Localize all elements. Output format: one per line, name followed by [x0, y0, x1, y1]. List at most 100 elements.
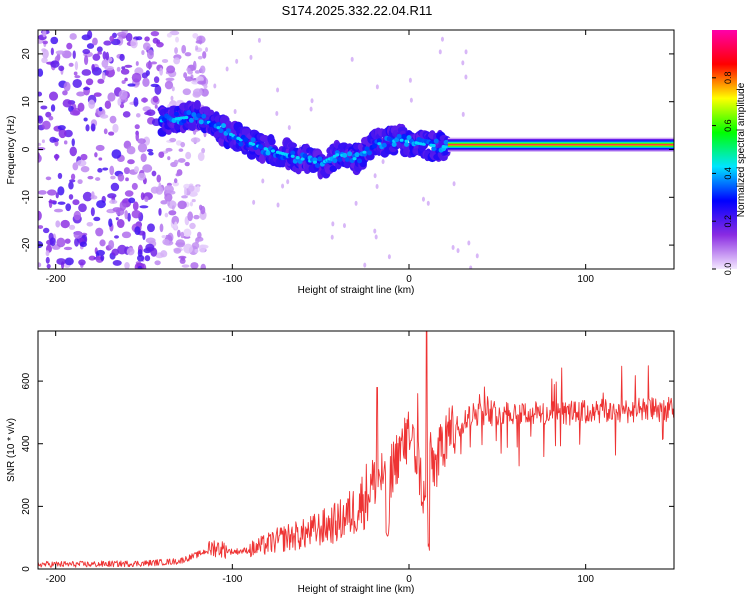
noise-blob	[181, 264, 190, 268]
noise-blob	[452, 181, 456, 187]
noise-blob	[57, 172, 63, 179]
noise-blob	[150, 186, 159, 194]
noise-blob	[191, 198, 196, 203]
noise-blob	[38, 210, 42, 221]
noise-blob	[375, 84, 379, 90]
noise-blob	[461, 111, 465, 117]
noise-blob	[97, 51, 103, 55]
noise-blob	[164, 192, 173, 202]
noise-blob	[60, 219, 70, 229]
noise-blob	[141, 97, 149, 103]
noise-blob	[140, 192, 145, 201]
noise-blob	[116, 219, 125, 229]
noise-blob	[143, 136, 151, 146]
noise-blob	[120, 68, 130, 75]
noise-blob	[137, 254, 145, 262]
noise-blob	[141, 72, 148, 79]
noise-blob	[109, 35, 115, 42]
noise-blob	[82, 48, 91, 55]
noise-blob	[175, 239, 186, 248]
ridge-core	[344, 156, 350, 162]
carrier-line	[447, 137, 674, 152]
noise-blob	[85, 124, 90, 132]
noise-blob	[73, 230, 83, 239]
noise-blob	[42, 30, 47, 38]
noise-blob	[151, 170, 157, 177]
noise-blob	[363, 262, 367, 268]
noise-blob	[96, 46, 103, 53]
noise-blob	[131, 182, 138, 190]
noise-blob	[133, 166, 140, 173]
noise-blob	[72, 199, 80, 206]
noise-blob	[174, 47, 178, 54]
noise-blob	[162, 238, 170, 245]
noise-blob	[145, 243, 155, 252]
noise-blob	[275, 111, 279, 117]
noise-blob	[84, 55, 89, 66]
noise-blob	[41, 139, 45, 144]
noise-blob	[74, 75, 81, 79]
noise-blob	[57, 186, 65, 196]
noise-blob	[46, 189, 57, 196]
noise-blob	[141, 50, 145, 55]
noise-blob	[140, 153, 147, 163]
noise-blob	[185, 151, 192, 160]
snr-y-axis-label: SNR (10 * v/v)	[6, 418, 17, 482]
ridge-peak	[295, 156, 300, 160]
ridge-core	[443, 139, 449, 145]
noise-blob	[109, 199, 118, 205]
noise-blob	[202, 51, 207, 59]
noise-blob	[438, 49, 442, 55]
noise-blob	[57, 201, 66, 205]
noise-blob	[50, 47, 54, 56]
noise-blob	[45, 176, 52, 181]
noise-blob	[64, 238, 71, 244]
noise-blob	[141, 263, 147, 269]
noise-blob	[57, 125, 66, 131]
snr-x-tick-label: 0	[406, 574, 412, 585]
ridge-core	[433, 138, 439, 144]
ridge-core	[198, 119, 204, 125]
noise-blob	[199, 65, 206, 74]
ridge-core	[337, 156, 343, 162]
noise-blob	[144, 196, 149, 202]
figure-title: S174.2025.332.22.04.R11	[282, 3, 433, 18]
colorbar-ticks: 0.0 0.2 0.4 0.6 0.8	[712, 72, 733, 275]
spectrogram-x-tick-label: -200	[46, 274, 66, 285]
noise-blob	[92, 53, 101, 61]
ridge-peak	[352, 157, 357, 161]
ridge-core	[302, 153, 308, 159]
noise-blob	[387, 254, 391, 260]
noise-blob	[38, 91, 43, 97]
noise-blob	[48, 115, 54, 121]
noise-blob	[182, 88, 192, 96]
noise-blob	[451, 245, 455, 251]
noise-blob	[124, 190, 134, 197]
ridge-core	[196, 113, 202, 119]
noise-blob	[156, 174, 162, 183]
ridge-core	[250, 137, 256, 143]
spectrogram-y-tick-label: -20	[21, 237, 32, 252]
noise-blob	[38, 190, 47, 195]
noise-blob	[101, 59, 109, 68]
noise-blob	[38, 241, 44, 249]
noise-blob	[63, 81, 71, 92]
spectrogram-y-tick-label: 0	[21, 146, 32, 152]
snr-line	[38, 331, 674, 568]
ridge-core	[391, 141, 397, 147]
noise-blob	[109, 165, 115, 176]
noise-blob	[137, 265, 143, 269]
noise-blob	[184, 161, 190, 167]
noise-blob	[196, 185, 201, 193]
snr-y-tick-label: 400	[21, 435, 32, 452]
noise-blob	[309, 106, 313, 112]
noise-blob	[178, 148, 184, 152]
ridge-core	[381, 142, 387, 148]
noise-blob	[76, 159, 87, 167]
noise-blob	[183, 228, 192, 238]
noise-blob	[137, 143, 148, 153]
signal-ridge	[157, 100, 452, 180]
noise-blob	[281, 183, 285, 189]
noise-blob	[192, 32, 199, 39]
noise-blob	[180, 231, 185, 239]
